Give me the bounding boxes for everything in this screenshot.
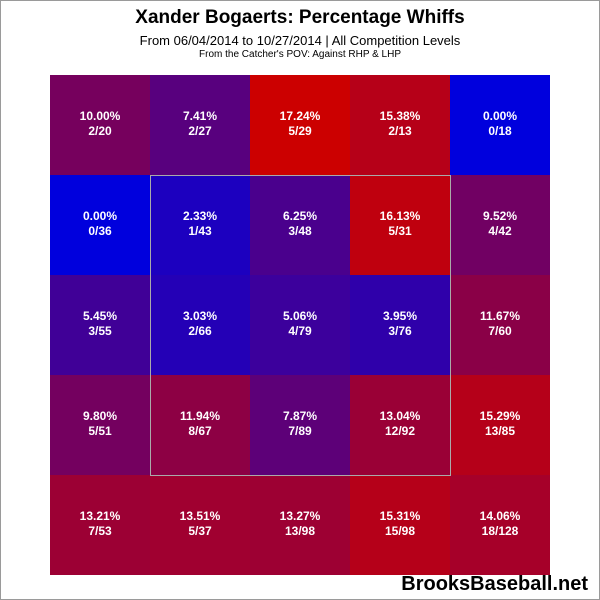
zone-cell-count-label: 7/89 (288, 424, 312, 438)
zone-cell-r2c1 (150, 275, 250, 375)
zone-cell-count-label: 5/31 (388, 224, 412, 238)
zone-cell-count-label: 0/18 (488, 124, 512, 138)
zone-cell-r0c2 (250, 75, 350, 175)
zone-cell-pct-label: 3.03% (183, 309, 217, 323)
zone-cell-count-label: 2/13 (388, 124, 412, 138)
zone-cell-r2c4 (450, 275, 550, 375)
zone-cell-pct-label: 7.87% (283, 409, 317, 423)
zone-cell-count-label: 5/29 (288, 124, 312, 138)
zone-cell-count-label: 5/37 (188, 524, 212, 538)
zone-cell-r4c1 (150, 475, 250, 575)
zone-cell-pct-label: 5.06% (283, 309, 317, 323)
zone-cell-r0c1 (150, 75, 250, 175)
zone-cell-pct-label: 9.80% (83, 409, 117, 423)
zone-cell-r4c2 (250, 475, 350, 575)
zone-cell-count-label: 2/20 (88, 124, 112, 138)
zone-cell-pct-label: 10.00% (80, 109, 121, 123)
zone-cell-r2c2 (250, 275, 350, 375)
zone-cell-r3c4 (450, 375, 550, 475)
zone-cell-count-label: 0/36 (88, 224, 112, 238)
chart-subtitle-pov: From the Catcher's POV: Against RHP & LH… (199, 49, 401, 60)
zone-cell-pct-label: 11.94% (180, 409, 220, 423)
zone-cell-count-label: 3/48 (288, 224, 312, 238)
zone-cell-pct-label: 3.95% (383, 309, 417, 323)
zone-cell-r1c1 (150, 175, 250, 275)
zone-cell-pct-label: 15.31% (380, 509, 421, 523)
zone-cell-r4c0 (50, 475, 150, 575)
zone-cell-pct-label: 0.00% (83, 209, 117, 223)
zone-cell-count-label: 7/53 (88, 524, 112, 538)
zone-cell-r1c4 (450, 175, 550, 275)
zone-cell-count-label: 13/85 (485, 424, 515, 438)
zone-cell-pct-label: 6.25% (283, 209, 317, 223)
zone-cell-count-label: 2/27 (188, 124, 212, 138)
zone-cell-pct-label: 2.33% (183, 209, 217, 223)
zone-cell-r0c4 (450, 75, 550, 175)
zone-cell-pct-label: 5.45% (83, 309, 117, 323)
zone-cell-r3c0 (50, 375, 150, 475)
zone-cell-pct-label: 15.29% (480, 409, 521, 423)
brooksbaseball-watermark: BrooksBaseball.net (401, 573, 588, 595)
zone-cell-pct-label: 16.13% (380, 209, 421, 223)
zone-cell-pct-label: 11.67% (480, 309, 520, 323)
zone-cell-count-label: 12/92 (385, 424, 415, 438)
zone-cell-count-label: 15/98 (385, 524, 415, 538)
zone-cell-count-label: 7/60 (488, 324, 512, 338)
strike-zone-outline (150, 175, 451, 476)
zone-cell-pct-label: 7.41% (183, 109, 217, 123)
zone-cell-pct-label: 13.21% (80, 509, 121, 523)
zone-cell-pct-label: 0.00% (483, 109, 517, 123)
zone-cell-pct-label: 13.27% (280, 509, 321, 523)
zone-cell-count-label: 3/76 (388, 324, 412, 338)
zone-cell-count-label: 4/42 (488, 224, 512, 238)
zone-cell-pct-label: 13.04% (380, 409, 421, 423)
zone-cell-r0c3 (350, 75, 450, 175)
zone-cell-count-label: 5/51 (88, 424, 112, 438)
zone-cell-count-label: 8/67 (188, 424, 212, 438)
zone-cell-r4c3 (350, 475, 450, 575)
zone-cell-r1c2 (250, 175, 350, 275)
zone-cell-r2c3 (350, 275, 450, 375)
zone-cell-pct-label: 17.24% (280, 109, 321, 123)
zone-cell-pct-label: 13.51% (180, 509, 221, 523)
zone-cell-pct-label: 15.38% (380, 109, 421, 123)
zone-cell-r3c2 (250, 375, 350, 475)
zone-cell-r3c3 (350, 375, 450, 475)
chart-subtitle: From 06/04/2014 to 10/27/2014 | All Comp… (139, 33, 461, 48)
zone-cell-pct-label: 14.06% (480, 509, 521, 523)
chart-title: Xander Bogaerts: Percentage Whiffs (135, 7, 465, 28)
zone-cell-count-label: 3/55 (88, 324, 112, 338)
zone-cell-count-label: 1/43 (188, 224, 212, 238)
zone-cell-r4c4 (450, 475, 550, 575)
zone-cell-r2c0 (50, 275, 150, 375)
zone-cell-r0c0 (50, 75, 150, 175)
zone-cell-count-label: 4/79 (288, 324, 312, 338)
zone-cell-count-label: 2/66 (188, 324, 212, 338)
zone-cell-r3c1 (150, 375, 250, 475)
zone-cell-r1c3 (350, 175, 450, 275)
zone-cell-count-label: 13/98 (285, 524, 315, 538)
zone-cell-pct-label: 9.52% (483, 209, 517, 223)
zone-cell-r1c0 (50, 175, 150, 275)
zone-cell-count-label: 18/128 (482, 524, 519, 538)
